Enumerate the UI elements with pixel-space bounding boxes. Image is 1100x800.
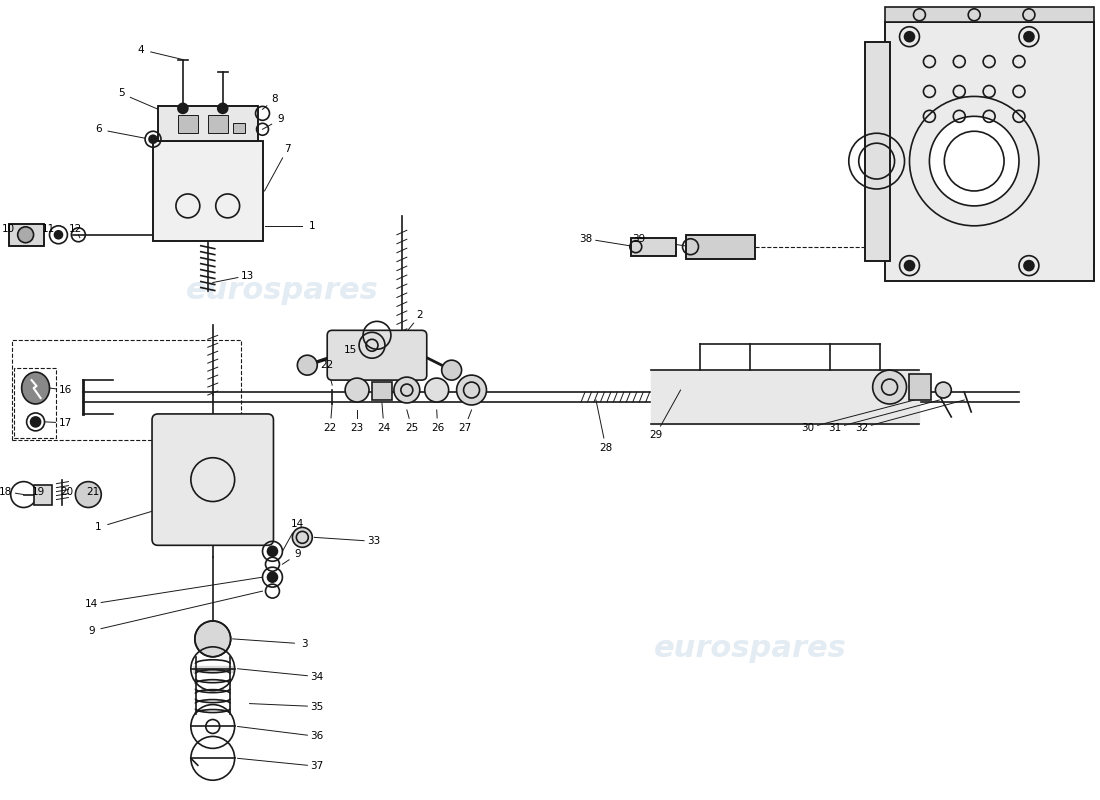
Text: 20: 20 [59,486,73,497]
Text: 23: 23 [351,423,364,433]
Bar [910,374,932,400]
Bar [630,238,675,256]
Text: 37: 37 [310,762,323,771]
Circle shape [18,227,34,242]
Bar [153,142,263,241]
Circle shape [293,527,312,547]
Circle shape [267,572,277,582]
Text: 3: 3 [301,639,308,649]
Circle shape [456,375,486,405]
Circle shape [1024,32,1034,42]
Text: 33: 33 [367,536,381,546]
Bar [208,115,228,134]
Text: 30: 30 [802,423,814,433]
Circle shape [935,382,952,398]
Circle shape [425,378,449,402]
Text: 1: 1 [95,522,101,533]
Text: 28: 28 [600,442,613,453]
Text: 17: 17 [58,418,73,428]
Text: 16: 16 [58,385,73,395]
Bar [9,224,44,246]
Text: 2: 2 [417,310,424,320]
Bar [884,22,1093,281]
Bar [178,115,198,134]
Circle shape [55,230,63,238]
Bar [685,234,756,258]
Text: 15: 15 [343,346,356,355]
Text: 29: 29 [649,430,662,440]
Circle shape [345,378,368,402]
Text: eurospares: eurospares [653,634,847,663]
Ellipse shape [22,372,50,404]
FancyBboxPatch shape [327,330,427,380]
Text: 4: 4 [138,45,144,54]
Circle shape [442,360,462,380]
Circle shape [76,482,101,507]
Circle shape [872,370,906,404]
Bar [630,238,675,256]
Circle shape [31,417,41,427]
Text: 12: 12 [69,224,82,234]
Text: 14: 14 [85,599,98,609]
Circle shape [904,32,914,42]
Text: 9: 9 [277,114,284,124]
Text: 9: 9 [88,626,95,636]
Text: 31: 31 [828,423,842,433]
Circle shape [904,261,914,270]
Text: 32: 32 [855,423,868,433]
Circle shape [1024,261,1034,270]
Circle shape [218,103,228,114]
Bar [865,42,890,261]
Circle shape [267,546,277,556]
Circle shape [195,621,231,657]
Bar [865,42,890,261]
Text: 39: 39 [632,234,646,244]
Text: 21: 21 [87,486,100,497]
Text: 22: 22 [323,423,337,433]
Bar [884,22,1093,281]
Text: 22: 22 [320,360,333,370]
Text: 14: 14 [290,519,304,530]
Bar [884,7,1093,22]
Text: 5: 5 [118,89,124,98]
Circle shape [930,116,1019,206]
Text: 36: 36 [310,731,323,742]
Bar [9,224,44,246]
Text: 13: 13 [241,270,254,281]
Text: 27: 27 [458,423,471,433]
Text: eurospares: eurospares [186,276,378,305]
Circle shape [178,103,188,114]
Circle shape [148,135,157,143]
Text: 9: 9 [294,550,300,559]
Text: 35: 35 [310,702,323,711]
Bar [13,368,56,438]
Text: 38: 38 [580,234,593,244]
Text: 1: 1 [309,221,316,231]
Bar [372,382,392,400]
Text: 18: 18 [0,486,12,497]
Text: 8: 8 [271,94,278,105]
Text: 19: 19 [32,486,45,497]
Bar [158,106,257,142]
Bar [34,485,52,505]
Bar [158,106,257,142]
FancyBboxPatch shape [152,414,274,546]
Text: 6: 6 [95,124,101,134]
Text: 11: 11 [42,224,55,234]
Text: 25: 25 [405,423,418,433]
Bar [12,340,241,440]
Bar [233,123,244,134]
Bar [685,234,756,258]
Text: 10: 10 [2,224,15,234]
Text: 24: 24 [377,423,390,433]
Text: 34: 34 [310,672,323,682]
Circle shape [394,377,420,403]
Bar [153,142,263,241]
Text: 7: 7 [284,144,290,154]
Text: 26: 26 [431,423,444,433]
Circle shape [297,355,317,375]
